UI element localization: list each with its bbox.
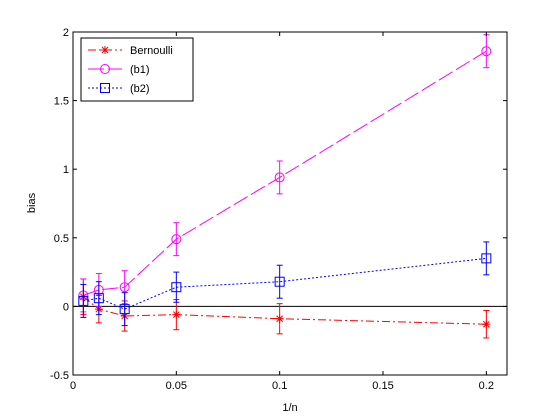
x-tick-label: 0.15: [372, 380, 393, 392]
y-tick-label: 1: [63, 164, 69, 176]
y-tick-label: -0.5: [50, 370, 69, 382]
y-tick-label: 0: [63, 301, 69, 313]
y-tick-label: 1.5: [54, 96, 69, 108]
data-point: [93, 293, 104, 304]
x-tick-label: 0.05: [166, 380, 187, 392]
y-tick-label: 2: [63, 27, 69, 39]
series-line: [83, 257, 487, 310]
data-point: [119, 282, 130, 293]
y-axis-label: bias: [26, 192, 38, 213]
data-point: [172, 310, 181, 319]
series-layer: [78, 34, 492, 339]
data-point: [171, 282, 182, 293]
data-point: [481, 46, 492, 57]
legend: Bernoulli (b1) (b2): [80, 37, 194, 102]
x-axis-label: 1/n: [282, 402, 297, 414]
x-tick-label: 0: [70, 380, 76, 392]
series-line: [83, 50, 487, 296]
legend-label: Bernoulli: [130, 45, 173, 57]
series-2: [78, 241, 492, 327]
legend-label: (b1): [130, 64, 150, 76]
legend-label: (b2): [130, 83, 150, 95]
data-point: [275, 314, 284, 323]
legend-marker: [101, 46, 109, 54]
data-point: [482, 320, 491, 329]
data-point: [481, 253, 492, 264]
data-point: [274, 276, 285, 287]
data-point: [78, 295, 89, 306]
y-tick-label: 0.5: [54, 233, 69, 245]
data-point: [274, 172, 285, 183]
x-tick-label: 0.2: [479, 380, 494, 392]
legend-entries: Bernoulli (b1) (b2): [88, 45, 173, 95]
tick-layer: 0 0.05 0.1 0.15 0.2-0.500.511.52: [50, 27, 507, 392]
legend-marker: [100, 83, 110, 93]
data-point: [171, 234, 182, 245]
x-tick-label: 0.1: [272, 380, 287, 392]
legend-marker: [100, 64, 110, 74]
axes-box: [72, 31, 508, 376]
data-point: [119, 304, 130, 315]
